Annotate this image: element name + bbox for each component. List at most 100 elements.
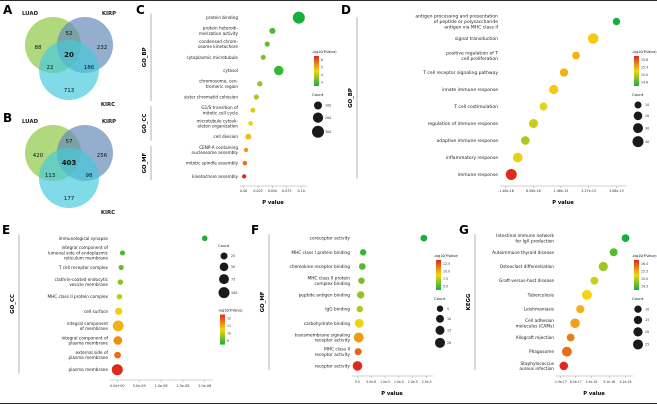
data-point <box>201 235 208 242</box>
legend-color-title: -log10(P.Value) <box>434 254 458 258</box>
term-label: mitotic cell cycle <box>203 110 239 115</box>
term-label: MHC class II <box>324 347 350 353</box>
legend-count-dot <box>633 123 643 134</box>
term-label: cell division <box>213 134 238 139</box>
term-label: cytosol <box>223 68 238 73</box>
data-point <box>117 279 124 285</box>
x-tick-label: 2.0e-5 <box>408 380 418 384</box>
panel-label-a: A <box>3 3 13 17</box>
panel-label-b: B <box>3 111 13 125</box>
legend-color-tick: 12 <box>227 316 231 320</box>
term-label: CENP-A containing <box>199 145 238 150</box>
data-point <box>356 291 365 299</box>
term-label: osome kinetochore <box>198 44 238 49</box>
legend-color-tick: 6 <box>321 58 323 62</box>
group-axis-label: GO_CC <box>10 294 16 314</box>
term-label: adaptive immune response <box>437 138 499 144</box>
legend-count-dot <box>633 327 643 337</box>
term-label: positive regulation of T <box>446 50 498 56</box>
term-label: plasma membrane <box>69 355 109 360</box>
x-axis-label: P value <box>381 391 403 397</box>
data-point <box>242 160 248 166</box>
panel-f-gomf-dotplot: coreceptor activity MHC class I protein b… <box>250 221 458 403</box>
group-axis-label: GO_BP <box>348 88 354 108</box>
term-label: cytoplasmic microtubule <box>186 55 238 60</box>
term-label: Autoimmune thyroid disease <box>492 250 554 256</box>
data-point <box>520 136 530 145</box>
data-point <box>358 263 366 270</box>
term-label: tromeric region <box>206 84 239 89</box>
term-label: Osteoclast differentiation <box>500 264 555 270</box>
term-label: integral component <box>67 321 109 326</box>
legend-color-bar <box>314 56 319 86</box>
legend-count-dot <box>219 262 229 272</box>
term-label: Tuberculosis <box>527 292 555 298</box>
legend-color-tick: 4 <box>321 73 323 77</box>
term-label: T cell receptor complex <box>58 265 109 270</box>
legend-count-label: 30 <box>645 126 649 130</box>
x-tick-label: 1.46e-15 <box>554 189 569 193</box>
legend-count-dot <box>219 274 229 285</box>
term-label: protein binding <box>206 15 238 20</box>
data-point <box>559 361 569 371</box>
x-tick-label: 1.5e-08 <box>176 384 189 388</box>
panel-e-gocc-dotplot: immunological synapse integral component … <box>0 221 248 403</box>
legend-count-label: 15 <box>447 329 451 333</box>
legend-count-dot <box>633 339 643 350</box>
venn-circle-kirc <box>39 40 99 100</box>
legend-color-tick: 10 <box>227 331 231 335</box>
legend-count-label: 25 <box>645 343 649 347</box>
x-tick-label: 1.5e-5 <box>394 380 404 384</box>
data-point <box>248 121 254 126</box>
venn-count-set2_only: 232 <box>97 45 108 51</box>
term-label: Leishmaniasis <box>524 307 555 313</box>
term-label: T cell costimulation <box>453 104 498 110</box>
x-tick-label: 2.27e-15 <box>581 189 596 193</box>
x-tick-label: 4.2e-16 <box>620 380 632 384</box>
x-axis-label: P value <box>583 391 605 397</box>
x-tick-label: 0.00 <box>240 189 247 193</box>
legend-color-tick: 7.5 <box>443 277 448 281</box>
panel-g-kegg-dotplot: Intestinal immune network for IgA product… <box>458 221 657 403</box>
venn-count-set3_only: 713 <box>64 88 75 94</box>
legend-count-title: Count <box>312 92 324 97</box>
term-label: immune response <box>458 172 499 178</box>
term-label: T cell receptor signaling pathway <box>422 70 498 76</box>
legend-count-dot <box>436 314 444 323</box>
legend-color-tick: 10.0 <box>443 269 450 273</box>
data-point <box>354 348 362 356</box>
term-label: of peptide or polysaccharide <box>434 19 498 25</box>
x-tick-label: 1.0e-5 <box>380 380 390 384</box>
term-label: immunological synapse <box>59 236 109 241</box>
x-tick-label: 0.0 <box>355 380 360 384</box>
term-label: condensed chrom- <box>199 39 238 44</box>
data-point <box>570 318 580 329</box>
legend-count-title: Count <box>218 243 230 248</box>
legend-color-tick: 14.5 <box>641 284 648 288</box>
venn-set-label: KIRC <box>101 210 115 216</box>
legend-count-dot <box>313 101 323 110</box>
data-point <box>250 107 256 113</box>
panel-label-f: F <box>251 223 260 237</box>
panel-label-d: D <box>341 3 351 17</box>
term-label: microtubule cytosk- <box>196 118 238 123</box>
term-label: external side of <box>75 350 108 355</box>
data-point <box>245 133 252 140</box>
legend-color-tick: 3 <box>321 80 323 84</box>
term-label: antigen processing and presentation <box>415 14 498 20</box>
data-point <box>512 152 523 163</box>
x-tick-label: 6.56e-16 <box>526 189 541 193</box>
term-label: protein heterodi- <box>203 26 239 31</box>
data-point <box>505 169 517 180</box>
legend-count-label: 100 <box>325 104 331 108</box>
term-label: complex binding <box>314 281 350 287</box>
data-point <box>359 249 367 256</box>
legend-count-dot <box>435 325 445 335</box>
legend-count-dot <box>312 125 324 138</box>
legend-count-dot <box>436 305 444 312</box>
legend-count-label: 10 <box>447 317 451 321</box>
legend-count-label: 40 <box>645 140 649 144</box>
data-point <box>114 351 121 359</box>
term-label: integral component of <box>61 245 108 250</box>
data-point <box>612 17 621 26</box>
